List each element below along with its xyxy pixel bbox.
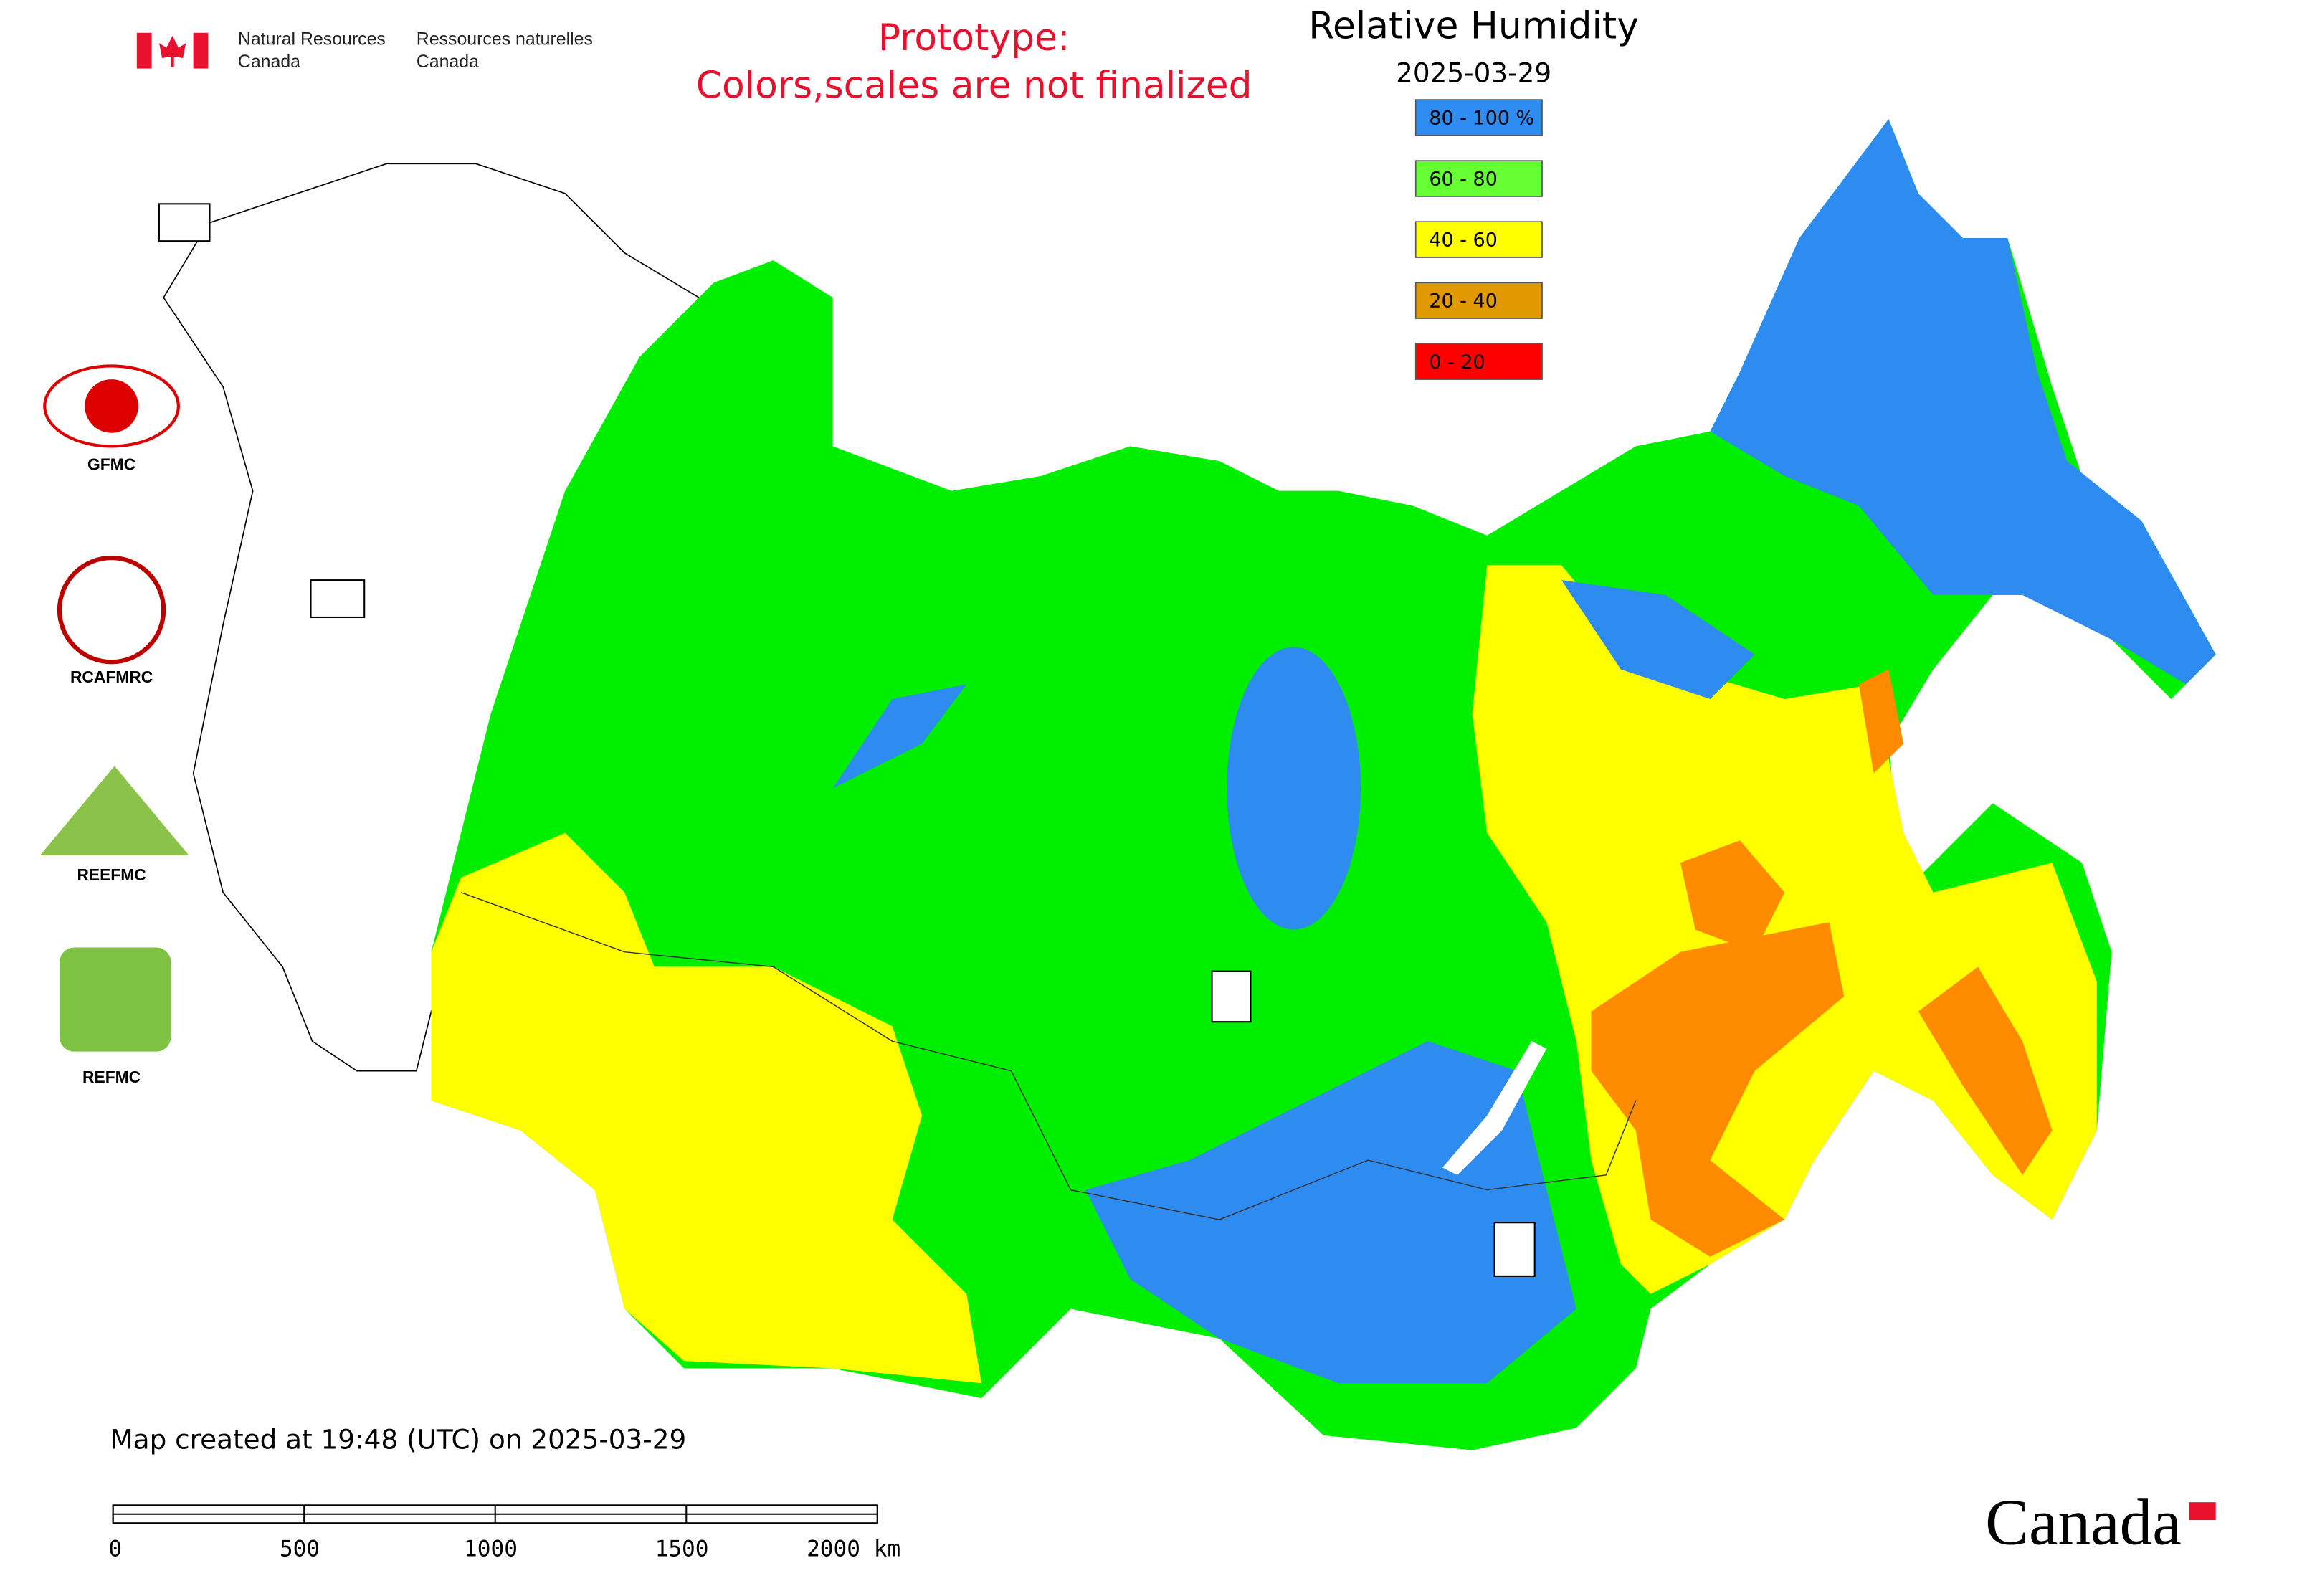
agency-text: Natural Resources <box>238 29 386 49</box>
flag-bar <box>136 32 152 69</box>
legend-label: 40 - 60 <box>1429 229 1497 252</box>
map-date: 2025-03-29 <box>1396 57 1551 88</box>
humidity-80-100 <box>1227 647 1361 930</box>
logo-refmc <box>59 947 171 1052</box>
canada-wordmark: Canada <box>1985 1486 2182 1558</box>
legend-swatch <box>1414 282 1543 319</box>
logo-label: RCAFMRC <box>70 668 153 686</box>
humidity-80-100 <box>1710 119 2216 685</box>
logo-reefmc <box>40 766 189 855</box>
agency-text: Ressources naturelles <box>417 29 593 49</box>
map-title: Relative Humidity <box>1308 5 1639 48</box>
site-marker <box>158 203 211 242</box>
agency-text: Canada <box>417 52 479 72</box>
logo-rcafmrc <box>57 555 166 665</box>
creation-note: Map created at 19:48 (UTC) on 2025-03-29 <box>110 1424 686 1455</box>
maple-leaf <box>158 35 186 67</box>
wordmark-flag <box>2189 1502 2216 1521</box>
humidity-20-40 <box>1858 669 1904 774</box>
humidity-20-40 <box>1591 922 1845 1257</box>
logo-gfmc <box>85 379 138 433</box>
legend-swatch <box>1414 160 1543 197</box>
scale-bar: 0 500 1000 1500 2000 km <box>108 1504 900 1562</box>
prototype-notice: Prototype: <box>878 16 1070 60</box>
legend-label: 60 - 80 <box>1429 168 1497 191</box>
agency-text: Canada <box>238 52 300 72</box>
humidity-20-40 <box>1918 966 2053 1175</box>
legend-swatch <box>1414 221 1543 258</box>
site-marker <box>1493 1222 1536 1277</box>
legend-swatch <box>1414 343 1543 380</box>
humidity-40-60 <box>431 832 982 1384</box>
scale-label: 2000 km <box>807 1536 900 1562</box>
prototype-notice: Colors,scales are not finalized <box>696 65 1252 108</box>
scale-label: 500 <box>280 1536 320 1562</box>
legend-label: 0 - 20 <box>1429 351 1485 374</box>
scale-label: 1500 <box>655 1536 709 1562</box>
logo-labels: GFMC RCAFMRC REEFMC REFMC <box>70 455 153 1086</box>
legend: 80 - 100 % 60 - 80 40 - 60 20 - 40 0 - 20 <box>1414 99 1543 380</box>
site-marker <box>1211 970 1252 1023</box>
site-marker <box>310 579 366 619</box>
logo-label: REFMC <box>82 1068 141 1086</box>
humidity-80-100 <box>832 684 967 789</box>
lake-baikal <box>1442 1041 1547 1175</box>
border-line <box>460 892 1637 1220</box>
humidity-80-100 <box>1085 1041 1576 1384</box>
humidity-80-100 <box>1561 580 1755 700</box>
logo-label: REEFMC <box>77 865 146 884</box>
logo-label: GFMC <box>87 455 135 473</box>
scale-label: 0 <box>108 1536 122 1562</box>
legend-label: 20 - 40 <box>1429 290 1497 313</box>
humidity-20-40 <box>1680 840 1785 952</box>
legend-swatch <box>1414 99 1543 136</box>
legend-label: 80 - 100 % <box>1429 108 1534 130</box>
scale-label: 1000 <box>464 1536 518 1562</box>
flag-bar <box>193 32 209 69</box>
